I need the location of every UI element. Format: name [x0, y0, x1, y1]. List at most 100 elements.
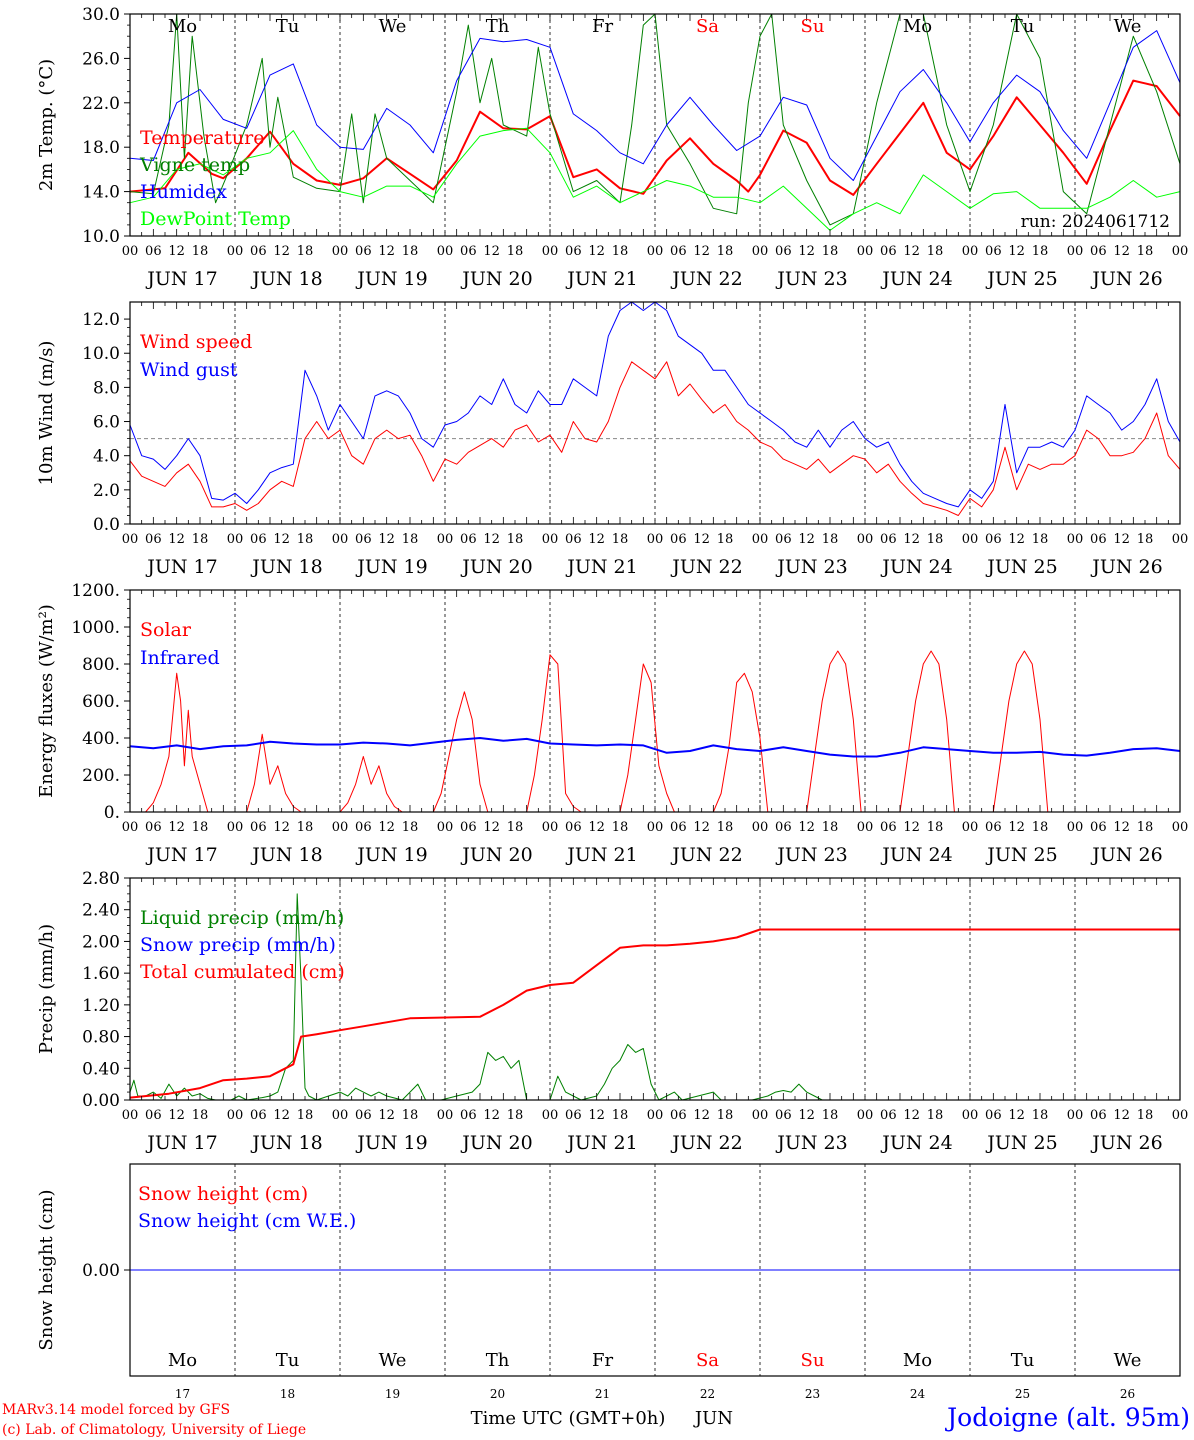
x-hour-label: 00: [1172, 820, 1189, 835]
weekday-label-top: Th: [486, 16, 510, 37]
x-hour-label: 12: [798, 532, 815, 547]
x-hour-label: 00: [332, 1108, 349, 1123]
day-number-label: 24: [910, 1387, 926, 1401]
text-layer: 10.014.018.022.026.030.02m Temp. (°C)00 0…: [36, 5, 1188, 1401]
x-hour-label: 12: [168, 532, 185, 547]
x-date-label: JUN 19: [355, 556, 427, 578]
weekday-label-top: Sa: [696, 16, 719, 37]
x-hour-label: 12: [273, 820, 290, 835]
y-tick-label: 2.00: [82, 932, 120, 952]
x-hour-label: 12: [273, 244, 290, 259]
x-hour-label: 00: [857, 820, 874, 835]
x-hour-label: 06: [775, 1108, 792, 1123]
x-date-label: JUN 20: [460, 844, 532, 866]
x-date-label: JUN 18: [250, 268, 322, 290]
x-hour-label: 00: [752, 532, 769, 547]
x-date-label: JUN 26: [1090, 556, 1162, 578]
y-tick-label: 10.0: [82, 344, 120, 364]
x-hour-label: 06: [460, 1108, 477, 1123]
x-date-label: JUN 26: [1090, 268, 1162, 290]
x-hour-label: 12: [588, 820, 605, 835]
x-hour-label: 12: [168, 1108, 185, 1123]
x-hour-label: 12: [1113, 820, 1130, 835]
x-hour-label: 00: [752, 1108, 769, 1123]
x-date-label: JUN 23: [775, 268, 847, 290]
x-date-label: JUN 20: [460, 268, 532, 290]
x-hour-label: 00: [542, 244, 559, 259]
x-hour-label: 00: [752, 820, 769, 835]
y-tick-label: 30.0: [82, 5, 120, 25]
x-hour-label: 00: [122, 532, 139, 547]
x-date-label: JUN 26: [1090, 844, 1162, 866]
x-axis-title: Time UTC (GMT+0h): [471, 1408, 666, 1429]
x-date-label: JUN 21: [565, 268, 637, 290]
x-hour-label: 00: [437, 1108, 454, 1123]
x-hour-label: 18: [402, 820, 419, 835]
x-hour-label: 12: [378, 1108, 395, 1123]
x-hour-label: 18: [612, 1108, 629, 1123]
x-hour-label: 06: [775, 532, 792, 547]
x-hour-label: 06: [565, 244, 582, 259]
temperature-series-vigne-temp: [129, 13, 1181, 226]
temperature-series-dewpoint-temp: [129, 127, 1181, 231]
x-hour-label: 06: [1090, 244, 1107, 259]
x-hour-label: 06: [670, 820, 687, 835]
energy-series-solar: [130, 650, 1180, 813]
x-hour-label: 18: [507, 820, 524, 835]
x-hour-label: 06: [145, 820, 162, 835]
x-hour-label: 18: [927, 532, 944, 547]
x-hour-label: 06: [355, 532, 372, 547]
y-tick-label: 14.0: [82, 183, 120, 203]
x-hour-label: 00: [962, 244, 979, 259]
energy-legend-entry: Solar: [140, 619, 192, 641]
x-date-label: JUN 17: [145, 1132, 217, 1154]
x-hour-label: 12: [798, 1108, 815, 1123]
x-date-label: JUN 20: [460, 1132, 532, 1154]
x-hour-label: 18: [507, 1108, 524, 1123]
x-hour-label: 06: [775, 820, 792, 835]
y-tick-label: 0.00: [82, 1091, 120, 1111]
x-hour-label: 00: [647, 820, 664, 835]
day-number-label: 17: [175, 1387, 190, 1401]
temperature-legend-entry: Temperature: [140, 127, 264, 149]
x-hour-label: 18: [507, 532, 524, 547]
x-hour-label: 06: [145, 244, 162, 259]
x-hour-label: 06: [670, 244, 687, 259]
x-hour-label: 12: [378, 532, 395, 547]
weekday-label-bottom: Tu: [1011, 1350, 1035, 1371]
x-hour-label: 12: [798, 820, 815, 835]
x-hour-label: 18: [822, 244, 839, 259]
x-hour-label: 00: [227, 1108, 244, 1123]
wind-y-axis-title: 10m Wind (m/s): [36, 341, 57, 486]
y-tick-label: 2.40: [82, 901, 120, 921]
y-tick-label: 1000.: [71, 618, 120, 638]
x-hour-label: 18: [297, 244, 314, 259]
x-hour-label: 06: [985, 1108, 1002, 1123]
x-hour-label: 12: [693, 1108, 710, 1123]
x-hour-label: 00: [1067, 532, 1084, 547]
x-hour-label: 00: [542, 1108, 559, 1123]
x-hour-label: 18: [402, 532, 419, 547]
x-hour-label: 18: [717, 532, 734, 547]
snow-y-axis-title: Snow height (cm): [36, 1189, 57, 1350]
x-hour-label: 00: [1067, 820, 1084, 835]
x-date-label: JUN 21: [565, 1132, 637, 1154]
y-tick-label: 200.: [82, 766, 120, 786]
x-hour-label: 06: [985, 244, 1002, 259]
x-hour-label: 00: [962, 532, 979, 547]
x-hour-label: 18: [507, 244, 524, 259]
energy-y-axis-title: Energy fluxes (W/m²): [36, 604, 57, 798]
precip-legend-entry: Snow precip (mm/h): [140, 934, 336, 956]
temperature-y-axis-title: 2m Temp. (°C): [36, 59, 57, 191]
x-hour-label: 12: [903, 244, 920, 259]
x-hour-label: 00: [647, 1108, 664, 1123]
x-hour-label: 00: [1172, 1108, 1189, 1123]
y-tick-label: 6.0: [93, 413, 120, 433]
x-hour-label: 06: [985, 820, 1002, 835]
x-hour-label: 00: [1172, 244, 1189, 259]
x-hour-label: 12: [693, 244, 710, 259]
x-hour-label: 06: [145, 1108, 162, 1123]
weekday-label-bottom: We: [379, 1350, 407, 1371]
day-number-label: 18: [280, 1387, 295, 1401]
y-tick-label: 4.0: [93, 447, 120, 467]
